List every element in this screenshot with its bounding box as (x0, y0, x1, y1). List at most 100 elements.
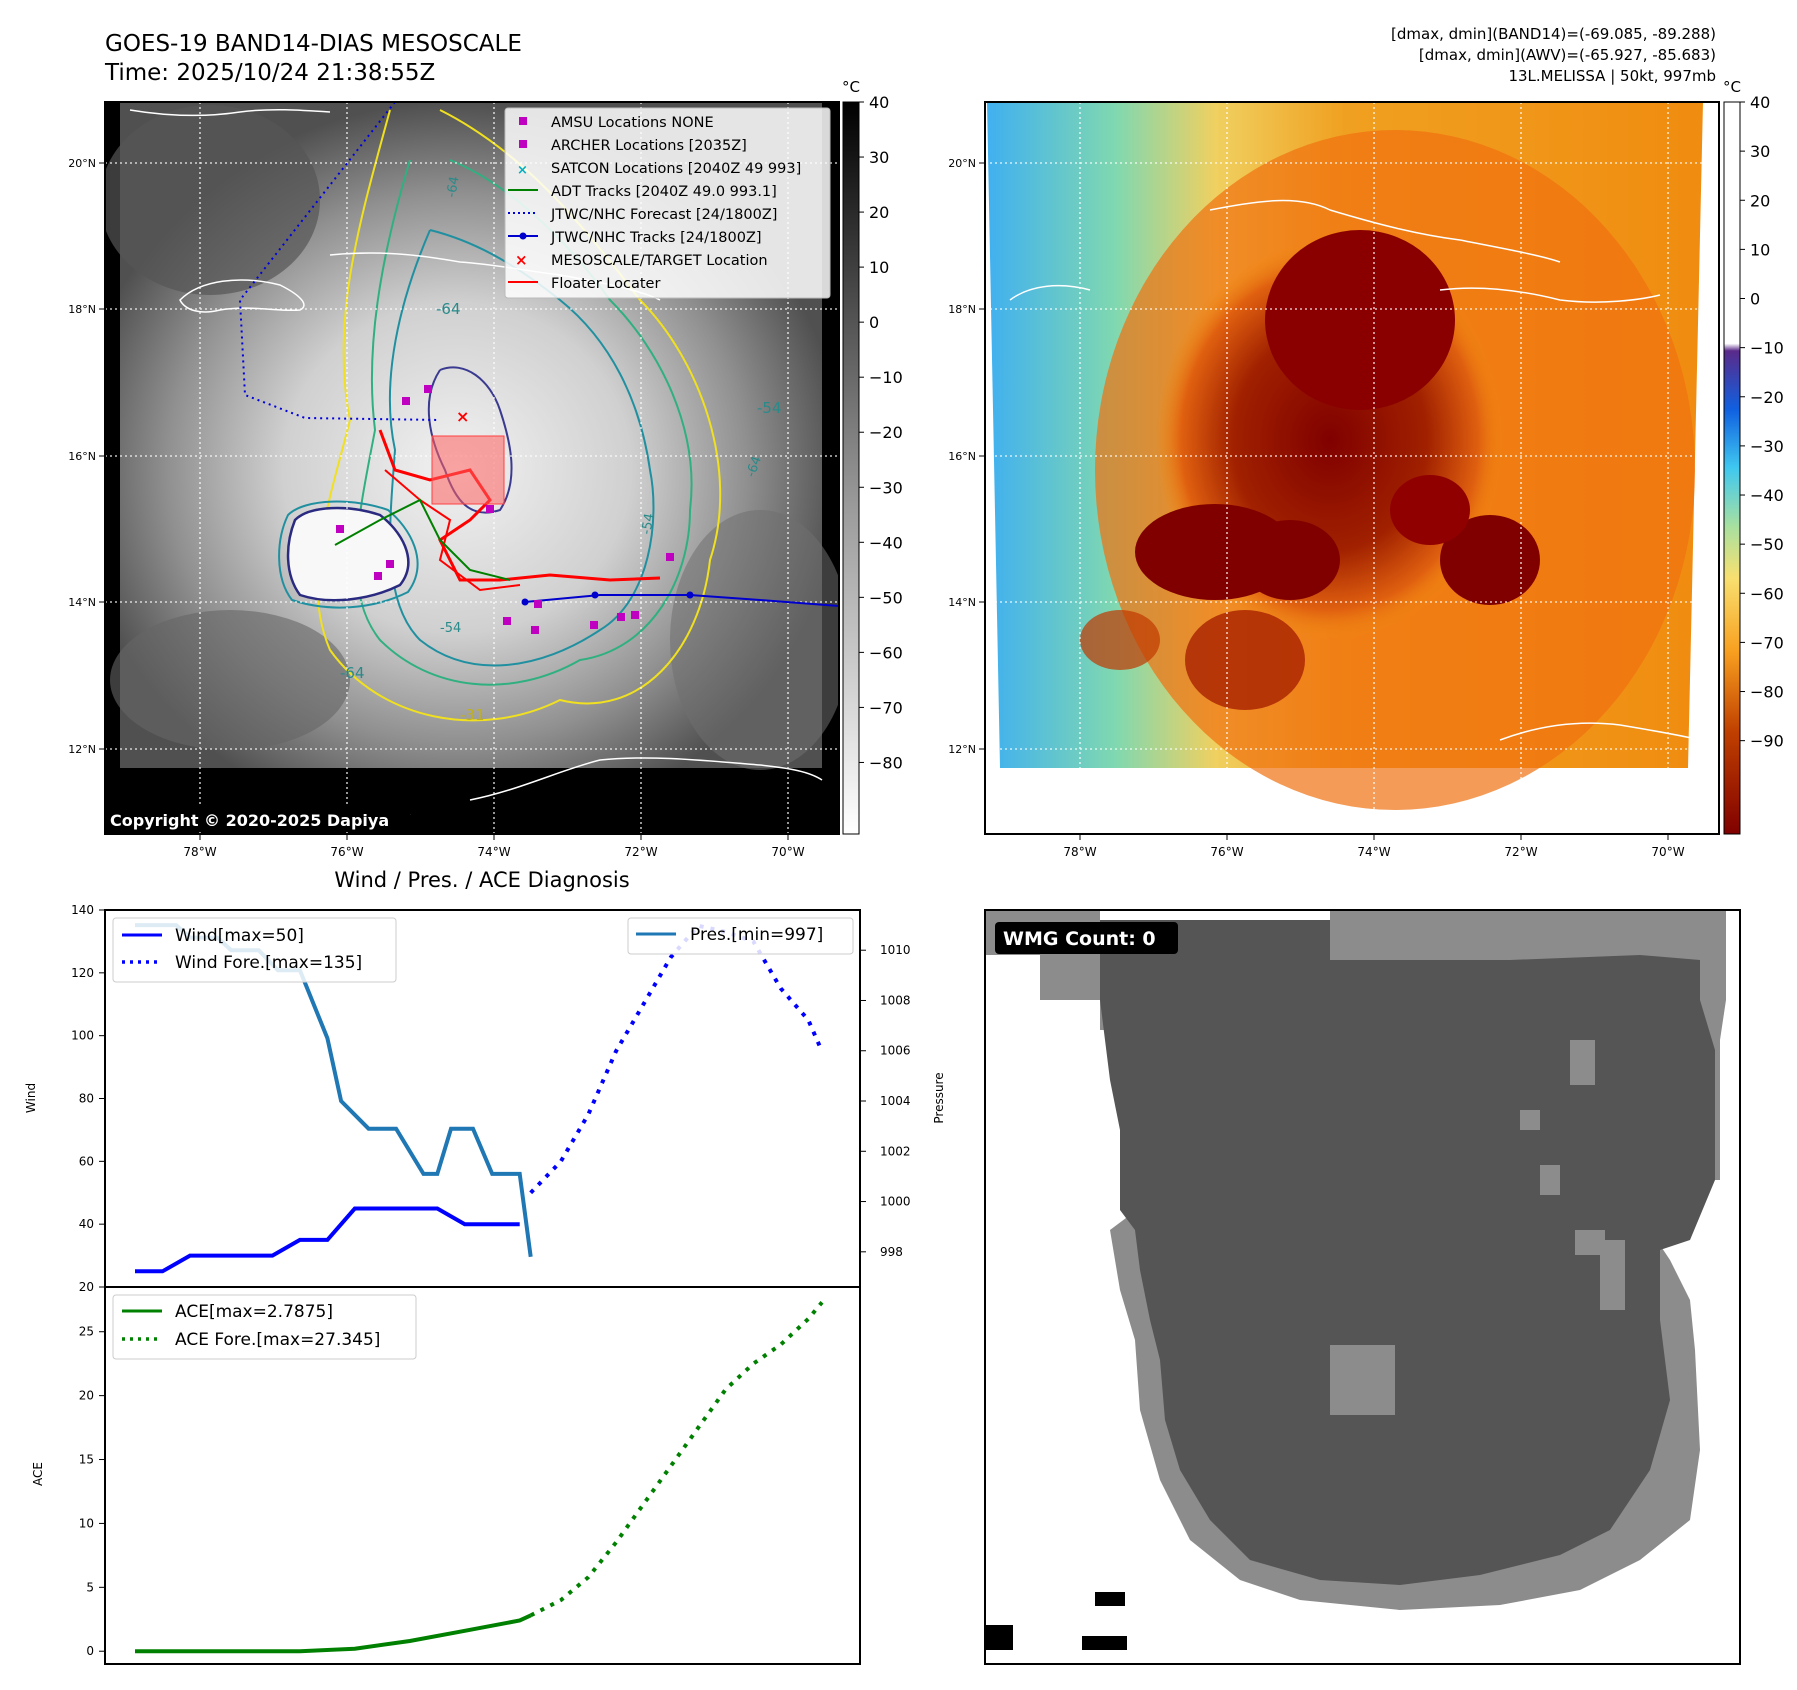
colorbar-tick-label: −10 (869, 368, 903, 387)
copyright-text: Copyright © 2020-2025 Dapiya (110, 811, 389, 830)
lon-tick-label: 72°W (1504, 845, 1537, 859)
wmg-map: WMG Count: 0 (984, 909, 1741, 1665)
lat-tick-label: 14°N (68, 596, 96, 609)
lat-tick-label: 20°N (948, 157, 976, 170)
lon-tick-label: 70°W (1651, 845, 1684, 859)
lat-tick-label: 16°N (68, 450, 96, 463)
contour-label: -54 (757, 399, 782, 417)
lat-tick-label: 14°N (948, 596, 976, 609)
contour-label: -64 (444, 175, 462, 199)
colorbar-tick-label: −50 (869, 588, 903, 607)
colorbar-tick-label: −10 (1750, 339, 1784, 358)
y-tick-label: 15 (79, 1453, 94, 1467)
lat-tick-label: 16°N (948, 450, 976, 463)
colorbar-tick-label: −80 (869, 753, 903, 772)
right-map-lat-ticks: 20°N 18°N 16°N 14°N 12°N (948, 157, 985, 756)
left-map-lat-ticks: 20°N 18°N 16°N 14°N 12°N (68, 157, 105, 756)
y-tick-label: 20 (79, 1280, 94, 1294)
svg-text:×: × (515, 251, 528, 269)
wmg-count-label: WMG Count: 0 (1003, 928, 1156, 950)
y-right-tick-label: 998 (880, 1245, 903, 1259)
lon-tick-label: 76°W (1210, 845, 1243, 859)
series-line-1 (135, 1206, 520, 1274)
lat-tick-label: 12°N (68, 743, 96, 756)
lon-tick-label: 74°W (477, 845, 510, 859)
right-ir-map (984, 101, 1720, 835)
pressure-legend: Pres.[min=997] (627, 917, 854, 955)
legend-wind-forecast: Wind Fore.[max=135] (175, 953, 362, 973)
wind-pressure-chart: 140 120 100 80 60 40 20 1010 1008 1006 1004 1002 10… (24, 903, 946, 1294)
y-tick-label: 25 (79, 1325, 94, 1339)
lon-tick-label: 70°W (771, 845, 804, 859)
y-tick-label: 0 (86, 1644, 94, 1658)
ace-legend: ACE[max=2.7875] ACE Fore.[max=27.345] (112, 1294, 417, 1360)
right-colorbar-unit: °C (1723, 78, 1741, 96)
lon-tick-label: 78°W (183, 845, 216, 859)
y-tick-label: 120 (71, 966, 94, 980)
pressure-axis-label: Pressure (932, 1072, 946, 1123)
colorbar-tick-label: 20 (869, 203, 889, 222)
left-ir-map: × -64 -54 -64 -54 -64 -54 -64 -31 Copyri… (104, 101, 840, 835)
legend-label: JTWC/NHC Forecast [24/1800Z] (550, 207, 777, 223)
map-legend: AMSU Locations NONE ARCHER Locations [20… (504, 107, 831, 299)
dmax-awv-text: [dmax, dmin](AWV)=(-65.927, -85.683) (1419, 46, 1716, 64)
lat-tick-label: 18°N (948, 303, 976, 316)
wind-axis-label: Wind (24, 1083, 38, 1113)
left-colorbar-unit: °C (842, 78, 860, 96)
y-tick-label: 140 (71, 903, 94, 917)
lat-tick-label: 20°N (68, 157, 96, 170)
ace-chart: 25 20 15 10 5 0 ACE ACE[max=2.7875] ACE Fore.… (31, 1286, 861, 1665)
y-right-tick-label: 1008 (880, 993, 911, 1007)
lon-tick-label: 78°W (1063, 845, 1096, 859)
right-map-lon-ticks: 78°W 76°W 74°W 72°W 70°W (1063, 834, 1685, 859)
legend-label: ARCHER Locations [2035Z] (551, 138, 747, 154)
colorbar-tick-label: −20 (869, 423, 903, 442)
colorbar-tick-label: −30 (1750, 437, 1784, 456)
y-right-tick-label: 1004 (880, 1094, 911, 1108)
lat-tick-label: 18°N (68, 303, 96, 316)
y-right-tick-label: 1006 (880, 1044, 911, 1058)
legend-label: MESOSCALE/TARGET Location (551, 253, 768, 269)
colorbar-tick-label: 0 (1750, 290, 1760, 309)
colorbar-tick-label: −80 (1750, 683, 1784, 702)
colorbar-tick-label: −50 (1750, 535, 1784, 554)
legend-label: Floater Locater (551, 276, 660, 292)
contour-label: -64 (436, 300, 461, 318)
colorbar-tick-label: 40 (869, 93, 889, 112)
colorbar-tick-label: −40 (1750, 486, 1784, 505)
y-tick-label: 5 (86, 1580, 94, 1594)
series-line-2 (529, 1301, 824, 1618)
colorbar-tick-label: −40 (869, 533, 903, 552)
legend-pressure: Pres.[min=997] (690, 925, 823, 945)
colorbar-tick-label: 10 (869, 258, 889, 277)
lon-tick-label: 74°W (1357, 845, 1390, 859)
colorbar-tick-label: −90 (1750, 732, 1784, 751)
colorbar-tick-label: −30 (869, 478, 903, 497)
chart-title: Wind / Pres. / ACE Diagnosis (334, 868, 629, 892)
legend-wind: Wind[max=50] (175, 926, 304, 946)
legend-label: ADT Tracks [2040Z 49.0 993.1] (551, 184, 777, 200)
y-right-tick-label: 1010 (880, 943, 911, 957)
y-tick-label: 40 (79, 1217, 94, 1231)
figure-title: GOES-19 BAND14-DIAS MESOSCALE (105, 31, 522, 57)
y-tick-label: 80 (79, 1092, 94, 1106)
legend-ace-forecast: ACE Fore.[max=27.345] (175, 1330, 380, 1350)
y-tick-label: 100 (71, 1029, 94, 1043)
contour-label: -64 (744, 454, 765, 479)
colorbar-tick-label: −70 (869, 698, 903, 717)
series-line-1 (135, 1613, 532, 1654)
dmax-band14-text: [dmax, dmin](BAND14)=(-69.085, -89.288) (1391, 25, 1716, 43)
svg-text:×: × (456, 407, 469, 426)
colorbar-tick-label: 20 (1750, 191, 1770, 210)
figure-time: Time: 2025/10/24 21:38:55Z (104, 60, 435, 86)
series-line-2 (529, 923, 824, 1195)
colorbar-tick-label: −60 (869, 643, 903, 662)
colorbar-tick-label: 30 (869, 148, 889, 167)
colorbar-tick-label: −20 (1750, 388, 1784, 407)
ace-axis-label: ACE (31, 1462, 45, 1486)
lon-tick-label: 72°W (624, 845, 657, 859)
colorbar-tick-label: −70 (1750, 633, 1784, 652)
y-right-tick-label: 1000 (880, 1195, 911, 1209)
wind-legend: Wind[max=50] Wind Fore.[max=135] (112, 917, 397, 983)
